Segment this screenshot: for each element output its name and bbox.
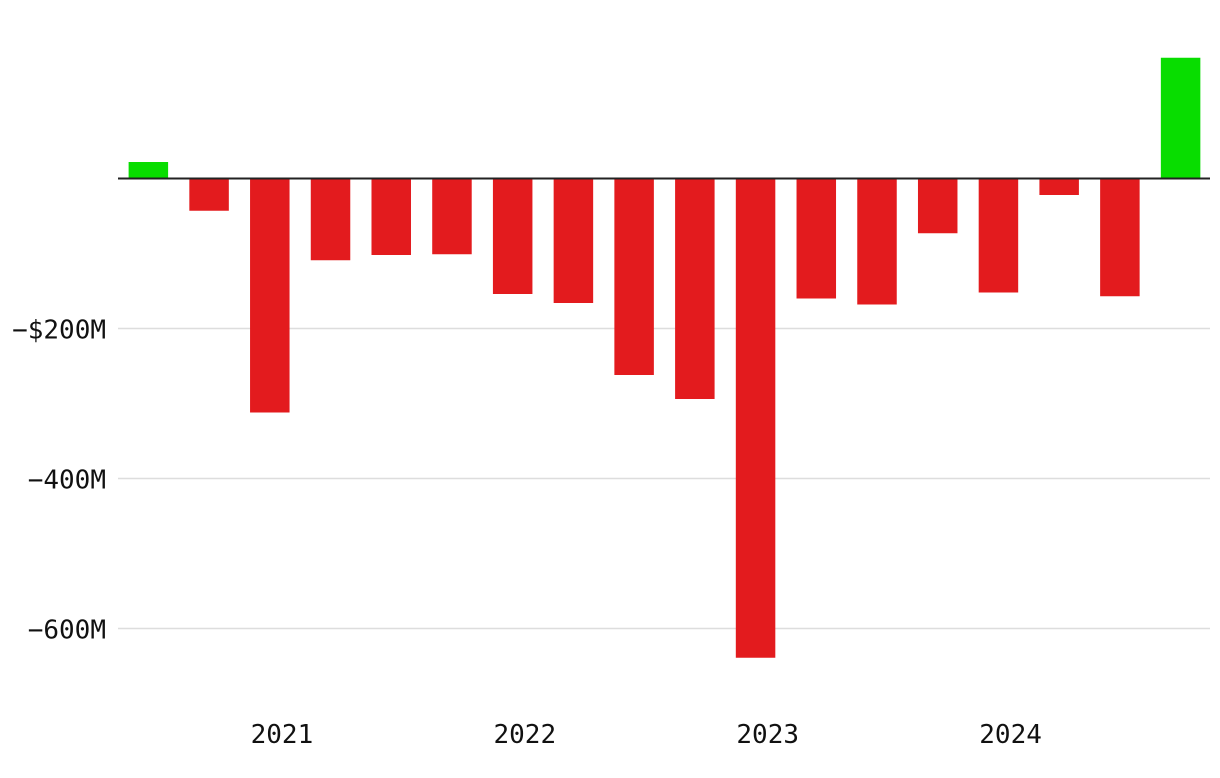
bar bbox=[371, 178, 411, 255]
bar bbox=[310, 178, 351, 261]
bar bbox=[432, 178, 472, 255]
grid-layer bbox=[118, 327, 1210, 630]
bar bbox=[675, 178, 715, 399]
x-tick-label: 2023 bbox=[736, 720, 799, 750]
bar bbox=[250, 178, 290, 413]
bar bbox=[978, 178, 1019, 293]
bar bbox=[1160, 57, 1201, 179]
bar bbox=[1039, 178, 1079, 195]
bar bbox=[189, 178, 229, 211]
labels-layer: −$200M −400M −600M 2021 2022 2023 2024 bbox=[12, 316, 1042, 751]
bars-layer bbox=[128, 57, 1201, 658]
bar bbox=[796, 178, 837, 299]
bar bbox=[553, 178, 594, 303]
bar bbox=[857, 178, 897, 305]
bar bbox=[492, 178, 533, 294]
x-tick-label: 2021 bbox=[251, 720, 314, 750]
y-tick-label: −$200M bbox=[12, 316, 106, 346]
y-tick-label: −600M bbox=[28, 616, 106, 646]
y-tick-label: −400M bbox=[28, 466, 106, 496]
bar bbox=[1100, 178, 1140, 297]
bar bbox=[614, 178, 654, 375]
x-tick-label: 2024 bbox=[979, 720, 1042, 750]
bar bbox=[735, 178, 776, 658]
bar bbox=[128, 162, 169, 179]
bar bbox=[917, 178, 958, 234]
x-tick-label: 2022 bbox=[494, 720, 557, 750]
